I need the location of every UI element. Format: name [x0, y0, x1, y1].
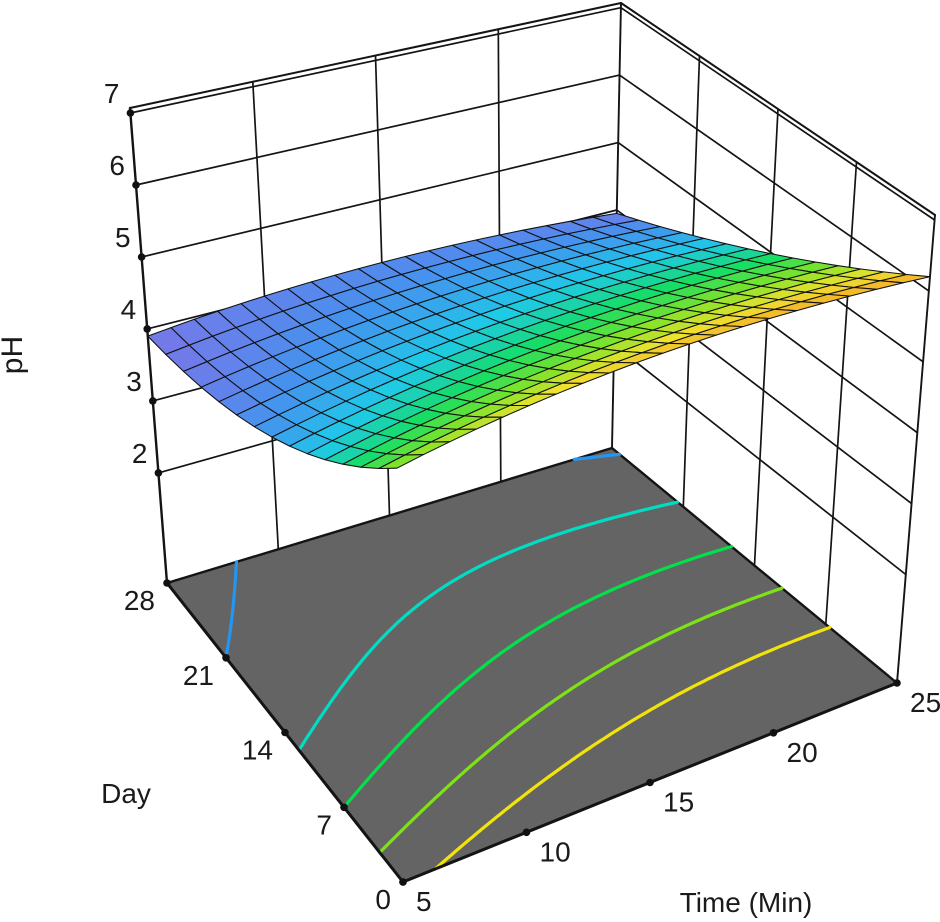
tick-dot	[399, 878, 407, 886]
axes	[126, 109, 901, 886]
z-tick-label: 4	[121, 294, 137, 325]
tick-dot	[149, 397, 157, 405]
y-tick-label: 14	[242, 735, 273, 766]
z-tick-label: 6	[109, 150, 125, 181]
z-axis-title: pH	[0, 336, 29, 374]
tick-dot	[769, 729, 778, 737]
y-tick-label: 7	[316, 809, 332, 840]
tick-dot	[281, 728, 289, 737]
contour-line-level-4.4	[297, 500, 680, 752]
x-axis-title: Time (Min)	[680, 887, 813, 918]
tick-dot	[893, 679, 901, 687]
y-tick-label: 0	[375, 884, 391, 915]
y-tick-label: 28	[124, 585, 155, 616]
tick-dot	[154, 469, 163, 477]
z-tick-label: 3	[126, 366, 142, 397]
tick-dot	[646, 778, 654, 787]
response-surface	[147, 212, 931, 470]
x-tick-label: 25	[910, 687, 940, 718]
z-tick-label: 7	[104, 78, 120, 109]
tick-dot	[137, 253, 146, 261]
x-tick-label: 10	[540, 836, 571, 867]
y-tick-label: 21	[183, 660, 214, 691]
contour-line-level-5.2	[378, 586, 784, 855]
x-tick-label: 5	[416, 886, 432, 917]
tick-dot	[163, 579, 171, 587]
x-tick-label: 20	[787, 737, 818, 768]
contour-lines	[225, 452, 832, 871]
tick-dot	[143, 325, 151, 333]
contour-line-level-4	[225, 452, 622, 656]
x-tick-label: 15	[663, 787, 694, 818]
z-tick-label: 2	[132, 438, 148, 469]
z-tick-label: 5	[115, 222, 131, 253]
tick-dot	[222, 654, 230, 662]
axis-labels: 2 3 4 5 6 7 0 7 14 21 28 5 10 15 20 25 pH Day Time (Min)	[0, 78, 940, 918]
tick-dot	[340, 803, 348, 812]
tick-dot	[126, 109, 135, 117]
contour-line-level-4.8	[345, 544, 734, 805]
y-axis-title: Day	[101, 778, 151, 809]
tick-dot	[522, 828, 531, 837]
tick-dot	[132, 181, 140, 189]
